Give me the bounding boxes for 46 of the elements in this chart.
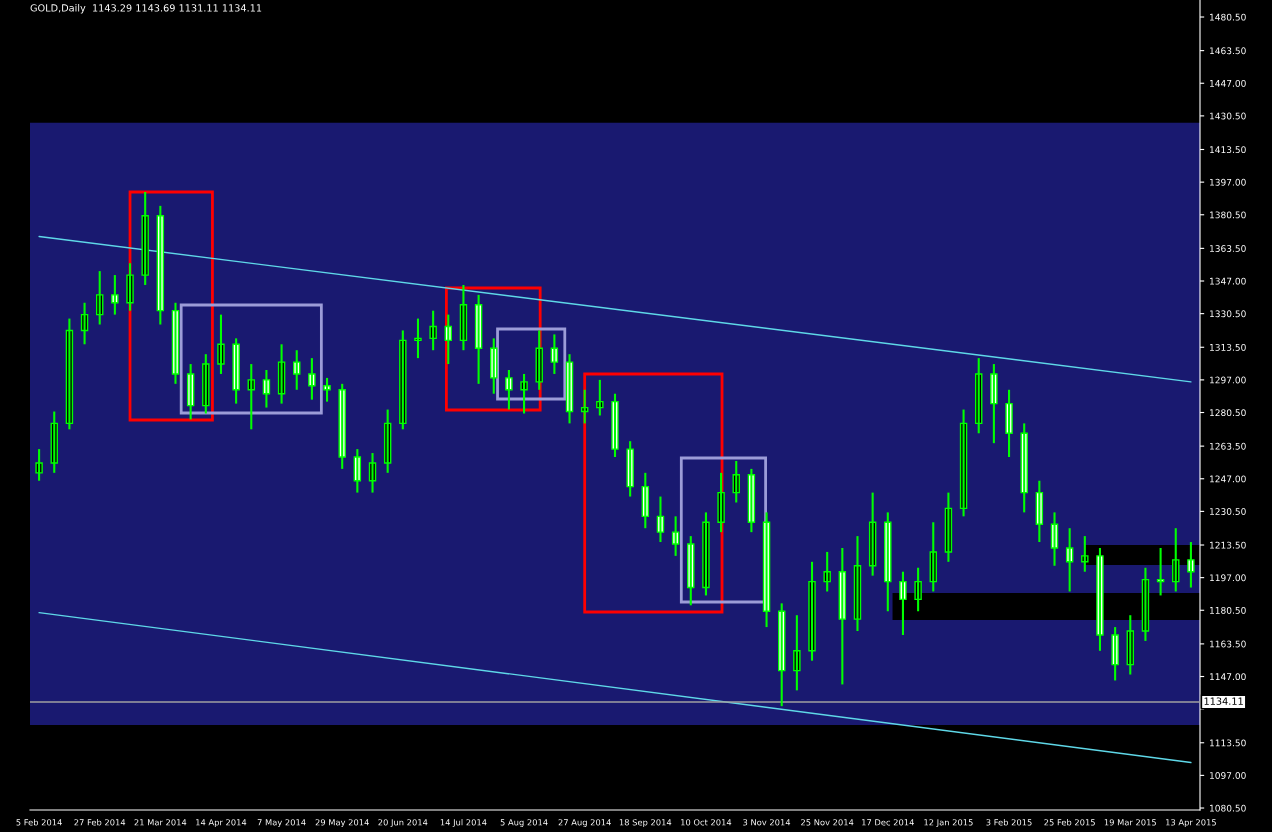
- chart-title: GOLD,Daily 1143.29 1143.69 1131.11 1134.11: [30, 4, 262, 14]
- x-tick-label: 3 Nov 2014: [743, 819, 791, 826]
- y-tick-label: 1363.50: [1210, 245, 1246, 252]
- y-tick-label: 1297.00: [1210, 376, 1246, 384]
- ref-line-label: 1134.11: [1204, 697, 1243, 705]
- y-tick-label: 1330.50: [1210, 310, 1246, 318]
- y-tick-label: 1080.50: [1210, 804, 1246, 812]
- y-tick-label: 1230.50: [1210, 508, 1246, 515]
- x-tick-label: 21 Mar 2014: [134, 819, 187, 826]
- x-tick-label: 10 Oct 2014: [681, 819, 732, 826]
- y-tick-label: 1347.00: [1210, 277, 1246, 285]
- y-tick-label: 1147.00: [1210, 673, 1246, 681]
- x-tick-label: 18 Sep 2014: [619, 819, 672, 828]
- y-tick-label: 1163.50: [1210, 640, 1246, 648]
- x-tick-label: 14 Apr 2014: [196, 819, 247, 828]
- x-tick-label: 25 Feb 2015: [1044, 819, 1095, 826]
- y-tick-label: 1480.50: [1210, 13, 1246, 21]
- y-tick-label: 1113.50: [1210, 739, 1246, 747]
- y-tick-label: 1447.00: [1210, 79, 1246, 87]
- y-tick-label: 1247.00: [1210, 475, 1246, 483]
- y-tick-label: 1213.50: [1210, 541, 1246, 549]
- x-tick-label: 3 Feb 2015: [986, 819, 1032, 826]
- x-tick-label: 25 Nov 2014: [801, 819, 854, 826]
- x-tick-label: 29 May 2014: [315, 819, 369, 828]
- x-tick-label: 12 Jan 2015: [924, 819, 973, 828]
- y-tick-label: 1430.50: [1210, 112, 1246, 120]
- y-tick-label: 1263.50: [1210, 442, 1246, 450]
- x-tick-label: 19 Mar 2015: [1104, 819, 1156, 826]
- y-tick-label: 1197.00: [1210, 574, 1246, 582]
- x-tick-label: 5 Aug 2014: [500, 819, 548, 828]
- y-tick-label: 1097.00: [1210, 772, 1246, 779]
- x-tick-label: 20 Jun 2014: [378, 819, 428, 828]
- x-tick-label: 27 Aug 2014: [558, 819, 611, 828]
- y-tick-label: 1397.00: [1210, 178, 1246, 186]
- x-tick-label: 17 Dec 2014: [862, 819, 914, 826]
- x-tick-label: 5 Feb 2014: [16, 819, 62, 826]
- y-tick-label: 1180.50: [1210, 607, 1246, 614]
- y-tick-label: 1463.50: [1210, 47, 1246, 55]
- y-tick-label: 1413.50: [1210, 146, 1246, 154]
- y-tick-label: 1280.50: [1210, 409, 1246, 417]
- x-tick-label: 14 Jul 2014: [440, 819, 487, 828]
- x-tick-label: 27 Feb 2014: [74, 819, 126, 826]
- y-tick-label: 1380.50: [1210, 211, 1246, 219]
- y-tick-label: 1313.50: [1210, 343, 1246, 351]
- x-tick-label: 13 Apr 2015: [1166, 819, 1216, 828]
- x-tick-label: 7 May 2014: [257, 819, 306, 828]
